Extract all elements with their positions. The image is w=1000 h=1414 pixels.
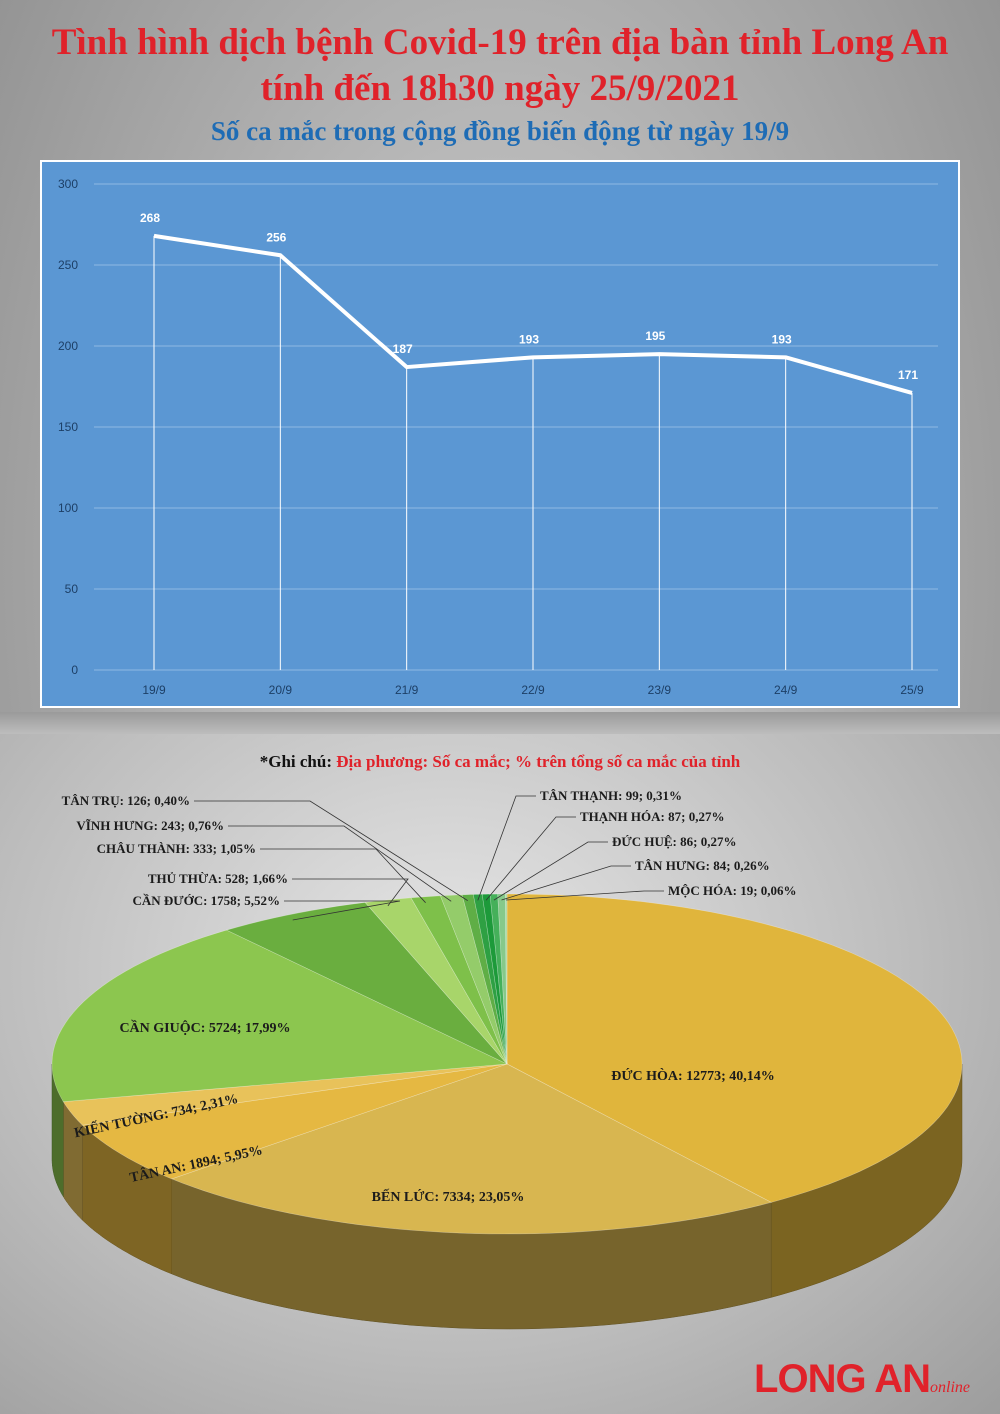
data-label: 171 [898, 368, 918, 382]
leader-line [485, 816, 576, 901]
pie-slice-label: BẾN LỨC: 7334; 23,05% [372, 1188, 525, 1205]
pie-slice-label: THỦ THỪA: 528; 1,66% [148, 871, 288, 886]
pie-slice [62, 1063, 508, 1126]
pie-slice-label: THẠNH HÓA: 87; 0,27% [580, 809, 724, 824]
x-tick-label: 20/9 [269, 683, 293, 697]
leader-line [194, 800, 468, 901]
line-chart-title: Số ca mắc trong cộng đồng biến động từ n… [210, 116, 790, 146]
data-label: 193 [519, 332, 539, 346]
x-tick-label: 23/9 [648, 683, 672, 697]
page-title-line-1: Tình hình dịch bệnh Covid-19 trên địa bà… [51, 22, 949, 63]
data-label: 187 [393, 342, 413, 356]
pie-chart: ĐỨC HÒA: 12773; 40,14% BẾN LỨC: 7334; 23,… [51, 788, 963, 1330]
data-label: 193 [772, 332, 792, 346]
x-tick-label: 22/9 [521, 683, 545, 697]
pie-slice [81, 1063, 508, 1180]
x-tick-label: 19/9 [142, 683, 166, 697]
data-label: 256 [266, 230, 286, 244]
leader-line [493, 841, 608, 901]
leader-line [501, 865, 631, 901]
pie-slice-label: MỘC HÓA: 19; 0,06% [668, 883, 797, 898]
divider-band [0, 712, 1000, 734]
brand-sub: online [930, 1379, 970, 1396]
pie-slice [506, 893, 963, 1203]
y-tick-label: 300 [58, 177, 78, 191]
pie-slice-label: VĨNH HƯNG: 243; 0,76% [76, 818, 224, 833]
pie-note-value: Địa phương: Số ca mắc; % trên tổng số ca… [336, 752, 741, 771]
pie-slice [170, 1063, 773, 1235]
pie-slice [51, 929, 509, 1103]
pie-note-key: *Ghi chú: [259, 752, 333, 771]
pie-side-wall [51, 1064, 64, 1197]
line-chart-panel: 0 50 100 150 200 250 300 19/9 20/9 21/9 22/9 23/9 24… [40, 160, 960, 708]
leader-line [260, 848, 426, 903]
y-tick-label: 100 [58, 501, 78, 515]
pie-slice-label: CẦN GIUỘC: 5724; 17,99% [119, 1019, 290, 1036]
pie-slice-label: ĐỨC HUỆ: 86; 0,27% [612, 834, 736, 849]
pie-slice-label: ĐỨC HÒA: 12773; 40,14% [611, 1067, 775, 1084]
pie-slice [504, 893, 508, 1065]
pie-chart-panel: ĐỨC HÒA: 12773; 40,14% BẾN LỨC: 7334; 23,… [0, 734, 1000, 1414]
pie-slice [225, 902, 508, 1065]
page-title-line-2: tính đến 18h30 ngày 25/9/2021 [260, 68, 740, 109]
y-tick-label: 200 [58, 339, 78, 353]
y-tick-label: 50 [65, 582, 79, 596]
data-label: 195 [645, 329, 665, 343]
leader-line [477, 795, 536, 901]
leader-line [284, 900, 401, 921]
y-tick-label: 0 [71, 663, 78, 677]
leader-line [506, 890, 664, 901]
brand-logo: LONG ANonline [754, 1357, 970, 1402]
pie-slice-label: TÂN THẠNH: 99; 0,31% [540, 788, 682, 803]
leader-line [292, 878, 409, 907]
x-tick-label: 21/9 [395, 683, 419, 697]
pie-slice-label: CẦN ĐƯỚC: 1758; 5,52% [132, 893, 280, 908]
y-tick-label: 150 [58, 420, 78, 434]
leader-line [228, 825, 452, 902]
data-label: 268 [140, 211, 160, 225]
pie-slice-label: TÂN HƯNG: 84; 0,26% [635, 858, 770, 873]
pie-note: *Ghi chú: Địa phương: Số ca mắc; % trên … [0, 752, 1000, 772]
y-tick-label: 250 [58, 258, 78, 272]
line-chart: 0 50 100 150 200 250 300 19/9 20/9 21/9 22/9 23/9 24… [58, 177, 938, 697]
pie-slice-label: CHÂU THÀNH: 333; 1,05% [97, 841, 256, 856]
x-tick-label: 24/9 [774, 683, 798, 697]
brand-main: LONG AN [754, 1357, 931, 1401]
series-line [153, 233, 913, 395]
pie-slice-label: TÂN TRỤ: 126; 0,40% [62, 793, 190, 808]
x-tick-label: 25/9 [900, 683, 924, 697]
